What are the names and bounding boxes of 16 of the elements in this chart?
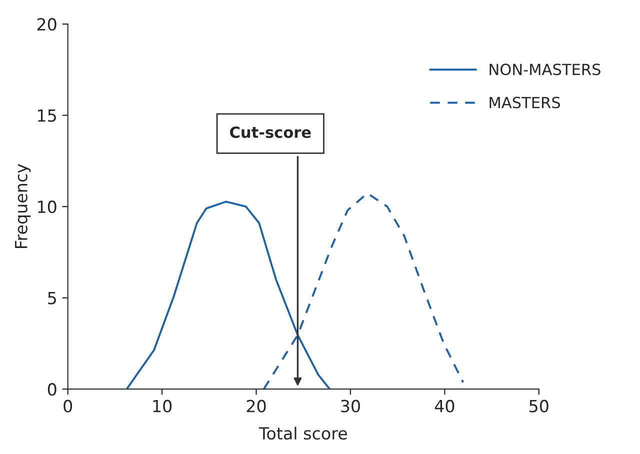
legend-label: NON-MASTERS (490, 64, 600, 76)
x-axis-title: Total score (258, 426, 347, 440)
x-tick-label: 40 (434, 400, 454, 412)
y-tick-label: 20 (37, 18, 56, 31)
y-tick-label: 0 (48, 383, 56, 396)
legend-label: MASTERS (490, 96, 560, 108)
x-tick-label: 20 (246, 400, 266, 412)
x-tick-label: 50 (530, 400, 548, 412)
y-axis-title: Frequency (15, 164, 31, 248)
x-tick-label: 10 (153, 400, 172, 412)
x-tick-label: 30 (341, 400, 360, 412)
ref-line-label: Cut-score (230, 126, 311, 138)
x-tick-label: 0 (64, 400, 72, 412)
y-tick-label: 15 (38, 109, 56, 122)
y-tick-label: 10 (38, 200, 56, 214)
y-tick-label: 5 (48, 292, 56, 304)
